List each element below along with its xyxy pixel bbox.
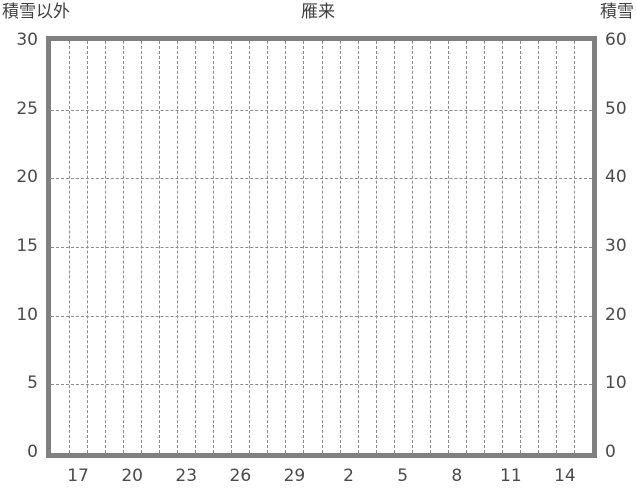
plot-grid — [51, 41, 592, 453]
x-axis-tick-label: 11 — [500, 466, 522, 486]
right-axis-tick-label: 20 — [605, 304, 627, 325]
x-axis-tick-label: 17 — [67, 466, 89, 486]
x-axis-tick-label: 20 — [121, 466, 143, 486]
left-axis-tick-label: 15 — [16, 236, 38, 256]
gridline-horizontal — [51, 315, 592, 317]
right-axis-tick-label: 40 — [605, 167, 627, 188]
right-axis-tick-label: 30 — [605, 236, 627, 256]
left-axis-tick-label: 25 — [16, 98, 38, 119]
x-axis-tick-label: 2 — [343, 466, 354, 486]
right-axis-tick-label: 0 — [605, 442, 616, 462]
right-axis-tick-label: 60 — [605, 30, 627, 50]
chart-title: 雁来 — [301, 2, 335, 22]
left-axis-tick-label: 10 — [16, 304, 38, 325]
x-axis-tick-label: 14 — [554, 466, 576, 486]
gridline-horizontal — [51, 178, 592, 180]
right-axis-tick-label: 50 — [605, 98, 627, 119]
x-axis-tick-label: 8 — [451, 466, 463, 486]
left-axis-tick-label: 0 — [27, 442, 38, 462]
left-axis-tick-label: 30 — [16, 30, 38, 50]
x-axis-tick-label: 5 — [397, 466, 409, 486]
left-axis-tick-label: 5 — [27, 373, 38, 394]
right-axis-title: 積雪 — [600, 2, 634, 22]
x-axis-tick-label: 23 — [175, 466, 198, 486]
gridline-horizontal — [51, 109, 592, 111]
left-axis-tick-label: 20 — [16, 167, 38, 188]
x-axis-tick-label: 26 — [229, 466, 252, 486]
x-axis-tick-label: 29 — [283, 466, 306, 486]
gridline-horizontal — [51, 247, 592, 248]
gridline-horizontal — [51, 384, 592, 386]
right-axis-tick-label: 10 — [605, 373, 627, 394]
plot-area — [46, 36, 597, 458]
left-axis-title: 積雪以外 — [2, 2, 70, 22]
